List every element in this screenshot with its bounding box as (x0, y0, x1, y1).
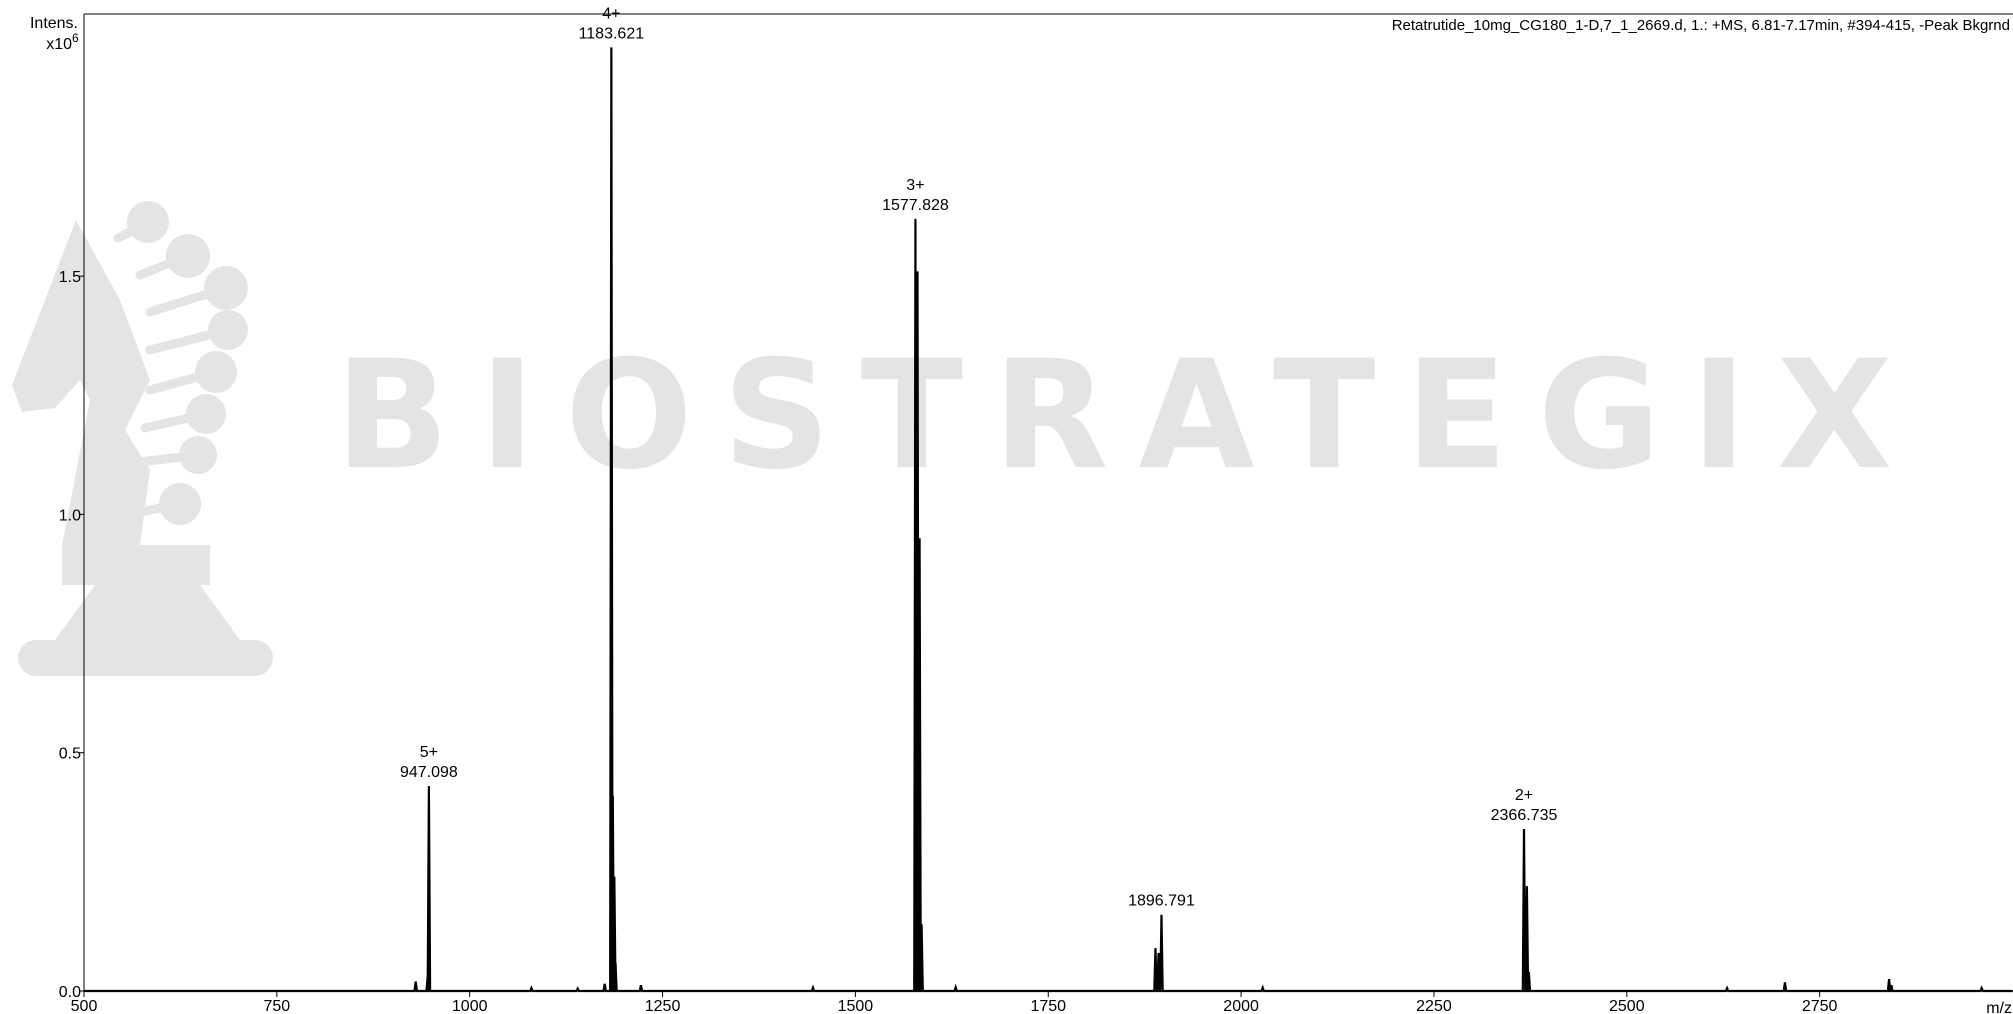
peak-mz-label: 1896.791 (1128, 893, 1195, 910)
x-tick-label: 2000 (1223, 998, 1259, 1014)
peak-charge-label: 2+ (1515, 787, 1533, 804)
y-axis-exponent: x10 (46, 36, 72, 53)
x-tick-label: 500 (71, 998, 98, 1014)
y-axis-label: Intens. (30, 15, 78, 32)
peak-mz-label: 1577.828 (882, 197, 949, 214)
peak-charge-label: 4+ (602, 5, 620, 22)
peak-mz-label: 947.098 (400, 764, 458, 781)
y-tick-label: 0.0 (59, 984, 81, 1001)
y-tick-label: 1.0 (59, 507, 81, 524)
y-tick-label: 0.5 (59, 746, 81, 763)
chess-knight-icon (12, 201, 273, 676)
x-tick-label: 750 (263, 998, 290, 1014)
peak-labels: 947.098 5+ 1183.621 4+ 1577.828 3+ 1896.791 236… (400, 5, 1557, 909)
peak-mz-label: 1183.621 (579, 25, 645, 42)
peak-mz-label: 2366.735 (1491, 807, 1558, 824)
spectrum-trace (84, 47, 2013, 993)
x-tick-label: 2500 (1609, 998, 1645, 1014)
x-tick-label: 2750 (1802, 998, 1838, 1014)
x-tick-label: 1000 (452, 998, 488, 1014)
y-axis-exponent-power: 6 (72, 31, 79, 45)
y-axis-ticks: 0.0 0.5 1.0 1.5 (59, 269, 84, 1001)
y-tick-label: 1.5 (59, 269, 81, 286)
peak-charge-label: 5+ (420, 744, 438, 761)
x-axis-ticks: 500 750 1000 1250 1500 1750 2000 2250 2500 2750 (71, 991, 1838, 1014)
x-tick-label: 2250 (1416, 998, 1452, 1014)
chart-title: Retatrutide_10mg_CG180_1-D,7_1_2669.d, 1… (1392, 17, 2010, 34)
x-tick-label: 1500 (838, 998, 874, 1014)
x-tick-label: 1750 (1030, 998, 1066, 1014)
x-tick-label: 1250 (645, 998, 681, 1014)
watermark-text: BIOSTRATEGIX (335, 329, 1922, 503)
peak-charge-label: 3+ (906, 177, 924, 194)
x-axis-label: m/z (1986, 1000, 2012, 1014)
